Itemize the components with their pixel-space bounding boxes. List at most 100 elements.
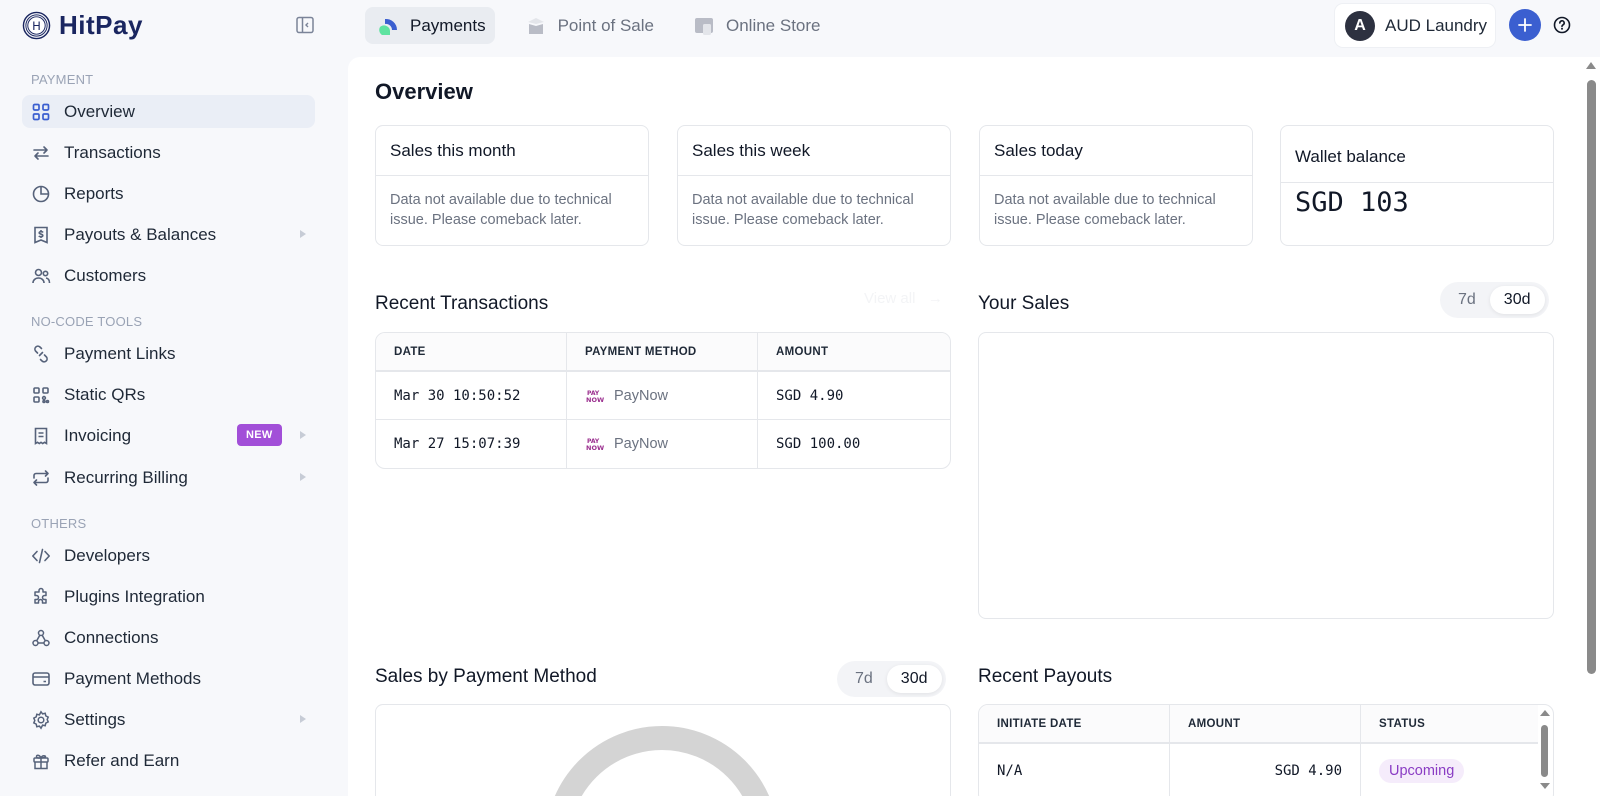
view-all-label: View all <box>864 290 916 307</box>
transaction-method: PAY NOW PayNow <box>567 420 758 468</box>
avatar: A <box>1345 10 1375 41</box>
svg-text:PAY: PAY <box>587 438 600 445</box>
sidebar-item-overview[interactable]: Overview <box>22 95 315 128</box>
tab-point-of-sale[interactable]: Point of Sale <box>513 7 663 44</box>
payments-icon <box>379 18 398 35</box>
receipt-icon <box>34 427 48 445</box>
sidebar-item-label: Static QRs <box>64 384 146 404</box>
hitpay-logo-icon: H <box>22 11 51 40</box>
stat-card-title: Wallet balance <box>1281 126 1553 183</box>
scroll-down-arrow-icon[interactable] <box>1540 783 1550 789</box>
wallet-balance-value: SGD 103 <box>1295 187 1409 218</box>
stat-card-title: Sales this week <box>678 126 950 176</box>
new-badge: NEW <box>237 424 282 446</box>
sidebar-item-invoicing[interactable]: Invoicing NEW <box>22 419 315 452</box>
sidebar-item-recurring-billing[interactable]: Recurring Billing <box>22 461 315 494</box>
payouts-scrollbar[interactable] <box>1538 705 1552 796</box>
svg-text:H: H <box>32 19 41 33</box>
range-7d-button[interactable]: 7d <box>855 670 873 687</box>
sidebar-item-payment-methods[interactable]: Payment Methods <box>22 662 315 695</box>
sidebar-item-label: Overview <box>64 101 135 121</box>
table-row[interactable]: N/A SGD 4.90 Upcoming <box>979 744 1538 796</box>
point-of-sale-icon <box>527 17 544 34</box>
sidebar-item-label: Reports <box>64 183 124 203</box>
create-button[interactable] <box>1509 9 1541 41</box>
payment-method-label: PayNow <box>614 387 668 404</box>
payout-amount: SGD 4.90 <box>1170 744 1361 796</box>
stat-card-message: Data not available due to technical issu… <box>692 192 914 228</box>
transaction-amount: SGD 100.00 <box>776 436 861 452</box>
collapse-sidebar-icon[interactable] <box>296 16 314 34</box>
sidebar-item-static-qrs[interactable]: Static QRs <box>22 378 315 411</box>
sidebar: H HitPay PAYMENT Overview Transactions R… <box>0 0 340 796</box>
sidebar-item-reports[interactable]: Reports <box>22 177 315 210</box>
range-30d-button[interactable]: 30d <box>1489 286 1545 314</box>
scroll-up-arrow-icon[interactable] <box>1540 710 1550 716</box>
arrows-swap-icon <box>33 145 49 160</box>
tab-online-store[interactable]: Online Store <box>681 7 830 44</box>
column-header-amount: AMOUNT <box>776 345 829 358</box>
sidebar-item-settings[interactable]: Settings <box>22 703 315 736</box>
your-sales-range-toggle: 7d 30d <box>1440 282 1549 318</box>
sidebar-item-payouts-balances[interactable]: Payouts & Balances <box>22 218 315 251</box>
table-row[interactable]: Mar 30 10:50:52 PAY NOW PayNow SGD 4.90 <box>376 372 950 420</box>
sidebar-item-plugins-integration[interactable]: Plugins Integration <box>22 580 315 613</box>
sidebar-item-customers[interactable]: Customers <box>22 259 315 292</box>
range-30d-button[interactable]: 30d <box>886 665 942 693</box>
account-switcher[interactable]: A AUD Laundry <box>1335 4 1495 47</box>
column-header-date: DATE <box>376 333 567 370</box>
table-header: DATE PAYMENT METHOD AMOUNT <box>376 333 950 372</box>
plus-icon <box>1518 18 1532 32</box>
view-all-link[interactable]: View all → <box>864 290 943 307</box>
sidebar-item-label: Refer and Earn <box>64 750 180 770</box>
scroll-up-arrow-icon[interactable] <box>1586 62 1596 69</box>
main-scrollbar[interactable] <box>1583 57 1600 796</box>
your-sales-title: Your Sales <box>978 293 1070 314</box>
scrollbar-thumb[interactable] <box>1587 80 1596 674</box>
scrollbar-thumb[interactable] <box>1541 725 1548 777</box>
tab-payments[interactable]: Payments <box>365 7 495 44</box>
recent-transactions-table: DATE PAYMENT METHOD AMOUNT Mar 30 10:50:… <box>375 332 951 469</box>
column-header-status: STATUS <box>1379 717 1426 730</box>
range-7d-button[interactable]: 7d <box>1458 291 1476 308</box>
sidebar-item-label: Customers <box>64 265 147 285</box>
recent-payouts-table: INITIATE DATE AMOUNT STATUS N/A SGD 4.90… <box>978 704 1554 796</box>
sidebar-item-connections[interactable]: Connections <box>22 621 315 654</box>
grid-icon <box>32 103 50 120</box>
submenu-caret-icon <box>300 431 306 439</box>
transaction-date: Mar 27 15:07:39 <box>376 420 567 468</box>
column-header-amount: AMOUNT <box>1170 705 1361 742</box>
sidebar-item-transactions[interactable]: Transactions <box>22 136 315 169</box>
sidebar-item-label: Payment Methods <box>64 668 202 688</box>
sidebar-item-label: Plugins Integration <box>64 586 205 606</box>
puzzle-icon <box>34 587 47 604</box>
sales-by-method-range-toggle: 7d 30d <box>837 661 946 697</box>
sidebar-item-label: Recurring Billing <box>64 467 188 487</box>
tab-label: Online Store <box>726 15 821 35</box>
sidebar-item-payment-links[interactable]: Payment Links <box>22 337 315 370</box>
payout-date: N/A <box>979 744 1170 796</box>
sales-by-method-title: Sales by Payment Method <box>375 666 597 687</box>
your-sales-chart <box>978 332 1554 619</box>
stat-card-message: Data not available due to technical issu… <box>994 192 1216 228</box>
tab-label: Payments <box>410 15 486 35</box>
tab-label: Point of Sale <box>557 15 654 35</box>
online-store-icon <box>695 17 713 35</box>
svg-text:NOW: NOW <box>586 396 604 404</box>
stat-card-sales-week: Sales this week Data not available due t… <box>677 125 951 246</box>
sidebar-item-refer-and-earn[interactable]: Refer and Earn <box>22 744 315 777</box>
gift-icon <box>33 754 49 769</box>
help-icon[interactable] <box>1553 16 1571 34</box>
table-row[interactable]: Mar 27 15:07:39 PAY NOW PayNow SGD 100.00 <box>376 420 950 468</box>
submenu-caret-icon <box>300 230 306 238</box>
card-icon <box>32 671 50 686</box>
gear-icon <box>32 709 50 730</box>
sidebar-item-label: Invoicing <box>64 425 132 445</box>
stat-card-sales-month: Sales this month Data not available due … <box>375 125 649 246</box>
hitpay-logo[interactable]: H HitPay <box>22 10 143 41</box>
sidebar-item-developers[interactable]: Developers <box>22 539 315 572</box>
transaction-method: PAY NOW PayNow <box>567 372 758 419</box>
code-icon <box>31 548 50 563</box>
